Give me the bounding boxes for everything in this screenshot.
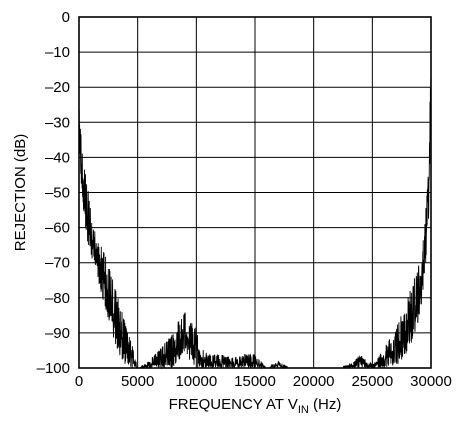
y-tick-label: –80 xyxy=(45,290,70,307)
x-tick-label: 5000 xyxy=(121,373,154,390)
plot-frame xyxy=(78,16,432,369)
x-tick-label: 10000 xyxy=(175,373,217,390)
y-tick-label: –70 xyxy=(45,255,70,272)
y-tick-label: –20 xyxy=(45,79,70,96)
x-tick-label: 15000 xyxy=(234,373,276,390)
y-tick-label: –40 xyxy=(45,149,70,166)
y-tick-label: –30 xyxy=(45,114,70,131)
x-tick-label: 20000 xyxy=(293,373,335,390)
x-tick-labels: 0 5000 10000 15000 20000 25000 30000 xyxy=(75,373,452,390)
x-tick-label: 25000 xyxy=(351,373,393,390)
x-axis-label: FREQUENCY AT VIN (Hz) xyxy=(169,396,342,416)
grid xyxy=(78,16,432,369)
y-axis-label: REJECTION (dB) xyxy=(12,134,29,252)
y-tick-label: –90 xyxy=(45,325,70,342)
y-tick-label: –10 xyxy=(45,44,70,61)
x-tick-label: 30000 xyxy=(410,373,452,390)
y-tick-label: 0 xyxy=(62,9,70,26)
y-tick-label: –100 xyxy=(37,360,70,377)
y-tick-labels: 0 –10 –20 –30 –40 –50 –60 –70 –80 –90 –100 xyxy=(37,9,70,377)
x-tick-label: 0 xyxy=(75,373,83,390)
y-tick-label: –60 xyxy=(45,220,70,237)
y-tick-label: –50 xyxy=(45,185,70,202)
